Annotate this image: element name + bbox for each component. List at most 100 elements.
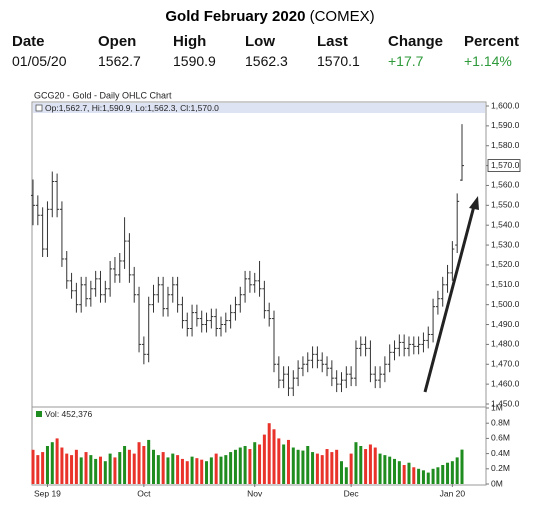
volume-tick-label: 0.4M: [491, 448, 510, 458]
volume-bar: [70, 455, 74, 484]
volume-bar: [243, 446, 247, 484]
quote-header: Last: [317, 33, 348, 50]
volume-bar: [36, 455, 40, 484]
volume-bar: [41, 452, 45, 484]
volume-bar: [142, 446, 146, 484]
volume-bar: [219, 456, 223, 484]
quote-value: 1562.3: [245, 53, 288, 69]
volume-bar: [238, 447, 242, 484]
volume-bar: [315, 453, 319, 484]
volume-bar: [325, 449, 329, 484]
volume-bar: [195, 458, 199, 484]
volume-bar: [339, 461, 343, 484]
volume-bar: [286, 439, 290, 484]
volume-bar: [209, 457, 213, 484]
quote-header: Low: [245, 33, 275, 50]
volume-bar: [132, 453, 136, 484]
volume-bar: [460, 449, 464, 484]
volume-bar: [171, 453, 175, 484]
volume-bar: [60, 447, 64, 484]
y-tick-label: 1,540.0: [491, 219, 520, 229]
volume-bar: [118, 452, 122, 484]
volume-bar: [258, 444, 262, 484]
volume-bar: [205, 461, 209, 484]
volume-bar: [441, 465, 445, 484]
volume-tick-label: 0.6M: [491, 433, 510, 443]
volume-legend-icon: [36, 411, 42, 417]
volume-bar: [412, 467, 416, 484]
volume-bar: [224, 455, 228, 484]
quote-header: Open: [98, 33, 137, 50]
y-tick-label: 1,580.0: [491, 140, 520, 150]
volume-bar: [137, 442, 141, 484]
trend-arrow: [423, 205, 476, 393]
volume-bar: [74, 449, 78, 484]
volume-bar: [402, 465, 406, 484]
volume-bar: [229, 452, 233, 484]
volume-bar: [296, 449, 300, 484]
quote-value: 1562.7: [98, 53, 141, 69]
volume-bar: [354, 442, 358, 484]
y-tick-label: 1,450.0: [491, 398, 520, 408]
volume-bar: [31, 449, 35, 484]
volume-bar: [84, 452, 88, 484]
volume-bar: [45, 446, 49, 484]
volume-bar: [190, 456, 194, 484]
volume-bar: [393, 458, 397, 484]
x-tick-label: Sep 19: [34, 488, 61, 498]
volume-bar: [335, 449, 339, 484]
volume-bar: [330, 452, 334, 484]
quote-value: +17.7: [388, 53, 424, 69]
y-tick-label: 1,480.0: [491, 339, 520, 349]
volume-tick-label: 0M: [491, 478, 503, 488]
x-tick-label: Jan 20: [440, 488, 466, 498]
quote-header: Percent: [464, 33, 520, 50]
volume-bar: [94, 458, 98, 484]
volume-bar: [103, 461, 107, 484]
y-tick-label: 1,470.0: [491, 359, 520, 369]
x-tick-label: Oct: [137, 488, 151, 498]
y-tick-label: 1,500.0: [491, 299, 520, 309]
legend-text: Op:1,562.7, Hi:1,590.9, Lo:1,562.3, Cl:1…: [45, 103, 219, 113]
last-price-box: [487, 159, 521, 173]
volume-bar: [253, 442, 257, 484]
plot-frame: [31, 101, 487, 486]
volume-bar: [108, 453, 112, 484]
volume-bar: [311, 452, 315, 484]
volume-bar: [152, 449, 156, 484]
legend-band: [33, 103, 485, 113]
volume-bar: [262, 434, 266, 484]
volume-bar: [364, 449, 368, 484]
volume-bar: [383, 455, 387, 484]
volume-bar: [233, 449, 237, 484]
quote-title: Gold February 2020 (COMEX): [0, 8, 540, 25]
trend-arrow-head: [469, 196, 479, 210]
volume-bar: [214, 453, 218, 484]
y-tick-label: 1,590.0: [491, 120, 520, 130]
y-tick-label: 1,550.0: [491, 200, 520, 210]
quote-value: 1590.9: [173, 53, 216, 69]
volume-bar: [455, 457, 459, 484]
volume-tick-label: 0.8M: [491, 417, 510, 427]
x-tick-label: Nov: [247, 488, 263, 498]
volume-bar: [50, 442, 54, 484]
volume-bar: [320, 455, 324, 484]
quote-exchange: (COMEX): [309, 8, 375, 25]
volume-bar: [176, 455, 180, 484]
volume-bar: [450, 461, 454, 484]
volume-tick-label: 0.2M: [491, 463, 510, 473]
volume-bar: [156, 455, 160, 484]
quote-header: Date: [12, 33, 45, 50]
volume-bar: [248, 449, 252, 484]
quote-value: +1.14%: [464, 53, 512, 69]
quote-value: 01/05/20: [12, 53, 67, 69]
y-tick-label: 1,530.0: [491, 239, 520, 249]
chart-title: GCG20 - Gold - Daily OHLC Chart: [34, 90, 172, 100]
volume-bar: [166, 457, 170, 484]
volume-bar: [277, 438, 281, 484]
volume-bar: [123, 446, 127, 484]
quote-header: Change: [388, 33, 444, 50]
quote-header: High: [173, 33, 207, 50]
volume-legend: Vol: 452,376: [45, 409, 93, 419]
